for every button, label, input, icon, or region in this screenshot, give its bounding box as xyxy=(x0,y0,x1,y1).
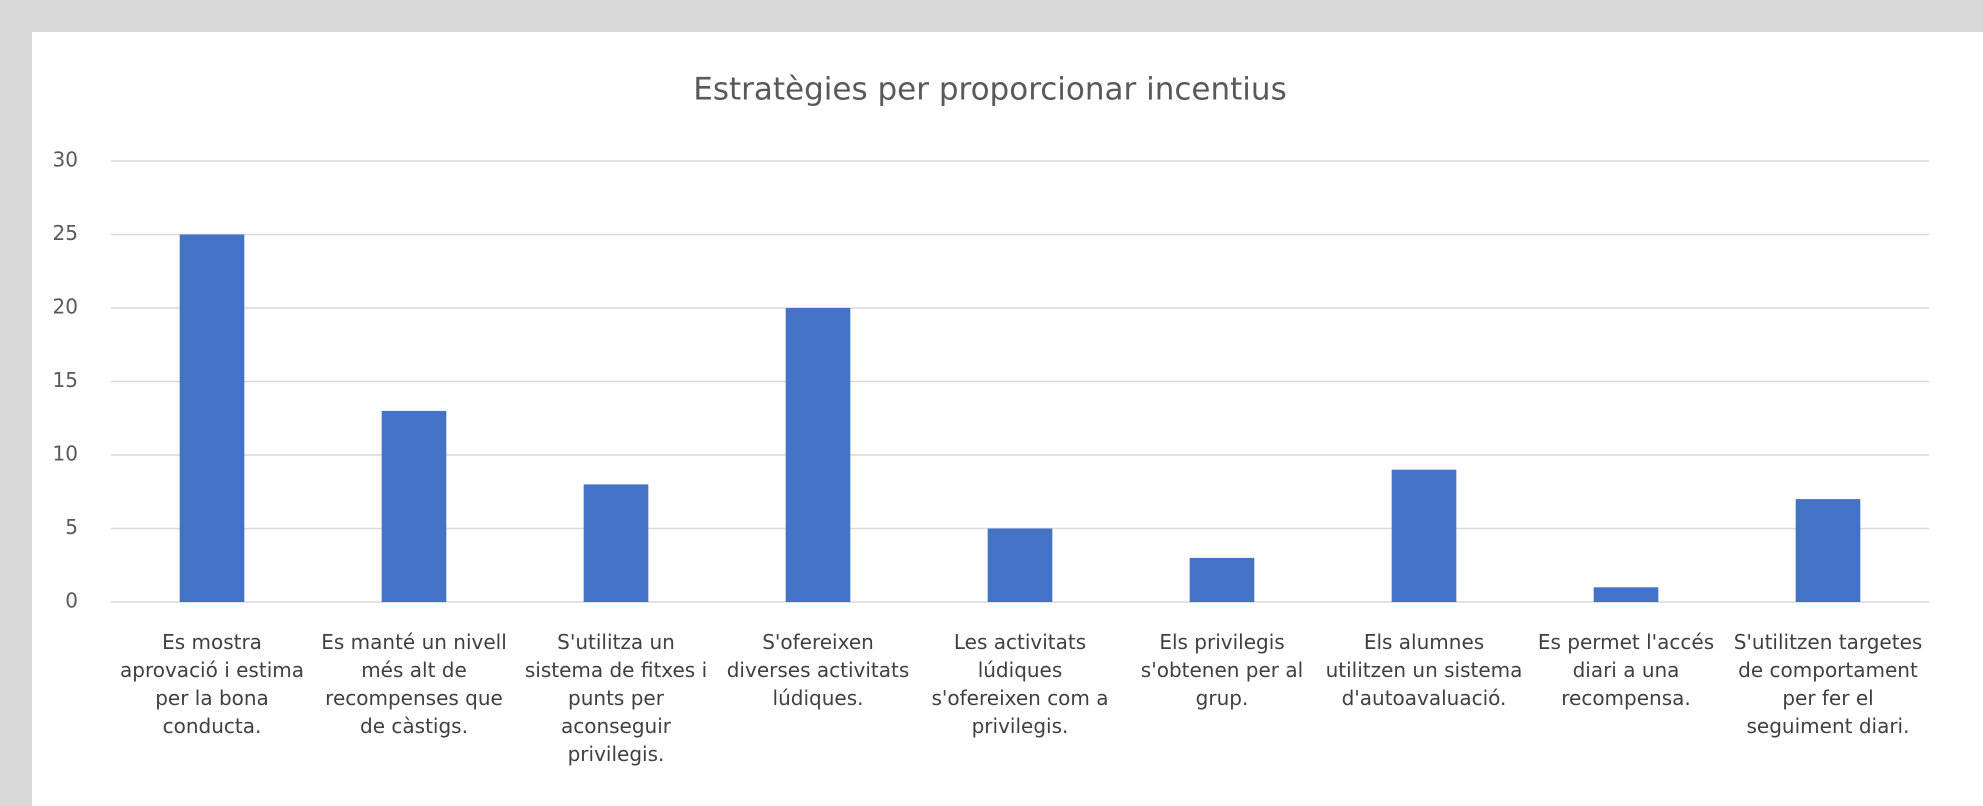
x-tick-label: Els privilegis s'obtenen per al grup. xyxy=(1140,630,1304,710)
x-tick-label: Es manté un nivell més alt de recompense… xyxy=(321,630,507,738)
bar xyxy=(179,234,245,602)
bar xyxy=(987,528,1053,602)
y-tick-label: 20 xyxy=(53,295,78,319)
bar xyxy=(583,484,649,602)
x-tick-label: Els alumnes utilitzen un sistema d'autoa… xyxy=(1325,630,1523,710)
bar xyxy=(1391,469,1457,602)
x-tick-label: Les activitats lúdiques s'ofereixen com … xyxy=(931,630,1109,738)
y-tick-label: 5 xyxy=(65,515,78,539)
bar xyxy=(1593,587,1659,602)
x-tick-label: S'utilitza un sistema de fitxes i punts … xyxy=(524,630,708,766)
x-tick-label: S'utilitzen targetes de comportament per… xyxy=(1733,630,1923,738)
bar xyxy=(1795,499,1861,602)
y-tick-label: 0 xyxy=(65,589,78,613)
bar xyxy=(785,308,851,602)
bar xyxy=(1189,557,1255,602)
y-tick-label: 15 xyxy=(53,368,78,392)
x-tick-label: Es mostra aprovació i estima per la bona… xyxy=(120,630,304,738)
bar xyxy=(381,410,447,602)
y-tick-label: 10 xyxy=(53,442,78,466)
y-tick-label: 25 xyxy=(53,221,78,245)
x-tick-label: Es permet l'accés diari a una recompensa… xyxy=(1537,630,1715,710)
chart-title: Estratègies per proporcionar incentius xyxy=(693,72,1286,108)
y-tick-label: 30 xyxy=(53,148,78,172)
x-tick-label: S'ofereixen diverses activitats lúdiques… xyxy=(726,630,910,710)
